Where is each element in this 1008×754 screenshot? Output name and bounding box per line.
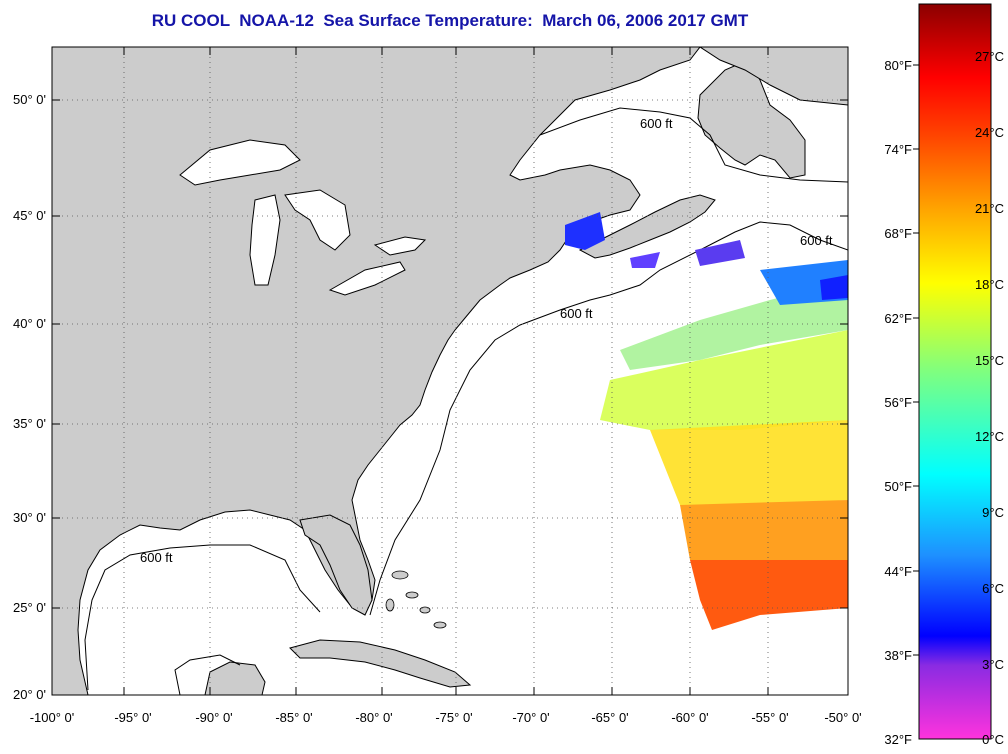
c-label-0: 0°C xyxy=(982,732,1004,747)
lat-label-50: 50° 0' xyxy=(13,92,46,107)
lake-erie xyxy=(328,261,406,296)
c-label-12: 12°C xyxy=(975,429,1004,444)
c-label-27: 27°C xyxy=(975,49,1004,64)
lat-label-20: 20° 0' xyxy=(13,687,46,702)
f-label-62: 62°F xyxy=(884,311,912,326)
longitude-labels: -100° 0' -95° 0' -90° 0' -85° 0' -80° 0'… xyxy=(30,710,862,725)
latitude-labels: 50° 0' 45° 0' 40° 0' 35° 0' 30° 0' 25° 0… xyxy=(13,92,46,702)
labrador-landmass xyxy=(699,47,848,106)
contour-label-gulf-stlawrence: 600 ft xyxy=(640,116,673,131)
lon-label-95: -95° 0' xyxy=(114,710,151,725)
maritimes-landmass xyxy=(578,194,716,259)
contour-label-gulf: 600 ft xyxy=(140,550,173,565)
latitude-ticks xyxy=(52,99,848,609)
f-label-74: 74°F xyxy=(884,142,912,157)
f-label-50: 50°F xyxy=(884,479,912,494)
f-label-32: 32°F xyxy=(884,732,912,747)
f-label-38: 38°F xyxy=(884,648,912,663)
lon-label-70: -70° 0' xyxy=(512,710,549,725)
graticule xyxy=(52,47,848,695)
contour-label-northeast: 600 ft xyxy=(560,306,593,321)
florida-peninsula xyxy=(299,514,373,616)
lon-label-80: -80° 0' xyxy=(355,710,392,725)
map-title: RU COOL NOAA-12 Sea Surface Temperature:… xyxy=(151,11,749,30)
c-label-9: 9°C xyxy=(982,505,1004,520)
lon-label-75: -75° 0' xyxy=(435,710,472,725)
colorbar-fahrenheit-labels: 80°F 74°F 68°F 62°F 56°F 50°F 44°F 38°F … xyxy=(884,58,912,747)
lon-label-55: -55° 0' xyxy=(751,710,788,725)
f-label-44: 44°F xyxy=(884,564,912,579)
c-label-6: 6°C xyxy=(982,581,1004,596)
lat-label-30: 30° 0' xyxy=(13,510,46,525)
map-content: 600 ft 600 ft 600 ft 600 ft xyxy=(52,47,848,695)
lake-huron xyxy=(284,189,351,251)
lon-label-85: -85° 0' xyxy=(275,710,312,725)
longitude-ticks xyxy=(123,47,769,695)
c-label-21: 21°C xyxy=(975,201,1004,216)
lon-label-60: -60° 0' xyxy=(671,710,708,725)
map-border xyxy=(51,46,849,696)
lat-label-25: 25° 0' xyxy=(13,600,46,615)
colorbar-celsius-labels: 27°C 24°C 21°C 18°C 15°C 12°C 9°C 6°C 3°… xyxy=(975,49,1004,747)
c-label-15: 15°C xyxy=(975,353,1004,368)
c-label-18: 18°C xyxy=(975,277,1004,292)
lon-label-90: -90° 0' xyxy=(195,710,232,725)
contour-label-grand-banks: 600 ft xyxy=(800,233,833,248)
lon-label-50: -50° 0' xyxy=(824,710,861,725)
north-america-landmass xyxy=(52,47,701,695)
lake-ontario xyxy=(373,236,427,256)
lon-label-100: -100° 0' xyxy=(30,710,75,725)
colorbar-fahrenheit-ticks xyxy=(913,64,919,656)
cuba-landmass xyxy=(289,639,472,688)
f-label-80: 80°F xyxy=(884,58,912,73)
lat-label-35: 35° 0' xyxy=(13,416,46,431)
f-label-68: 68°F xyxy=(884,226,912,241)
lat-label-45: 45° 0' xyxy=(13,208,46,223)
isobath-contours xyxy=(84,107,848,695)
sst-data-swath xyxy=(565,212,848,630)
c-label-3: 3°C xyxy=(982,657,1004,672)
lat-label-40: 40° 0' xyxy=(13,316,46,331)
lake-superior xyxy=(179,139,301,186)
lon-label-65: -65° 0' xyxy=(591,710,628,725)
temperature-colorbar xyxy=(918,3,992,740)
lake-michigan xyxy=(249,194,281,286)
f-label-56: 56°F xyxy=(884,395,912,410)
c-label-24: 24°C xyxy=(975,125,1004,140)
